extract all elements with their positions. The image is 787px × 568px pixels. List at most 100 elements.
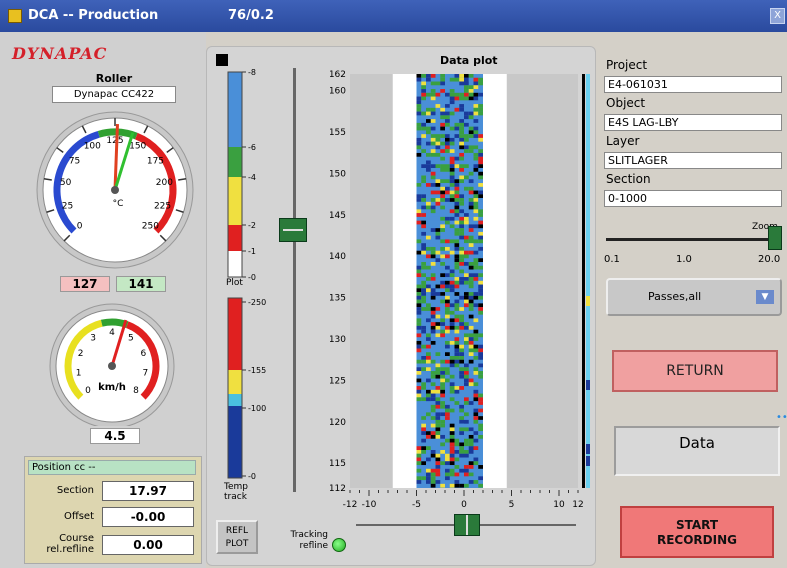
plot-cell [430,340,436,345]
speed-gauge-labels: 01 23 4 56 78 [76,328,148,396]
plot-cell [454,74,460,78]
plot-cell [449,111,455,116]
plot-cell [464,111,469,116]
plot-cell [454,179,460,184]
plot-cell [449,356,455,360]
plot-cell [426,288,431,293]
return-button[interactable]: RETURN [612,350,778,392]
plot-cell [445,416,450,420]
plot-cell [478,427,483,432]
plot-cell [445,134,450,138]
plot-cell [426,476,431,481]
plot-cell [473,480,479,484]
plot-cell [426,160,431,165]
plot-cell [454,262,460,266]
plot-cell [426,389,431,394]
plot-cell [459,337,464,341]
plot-cell [445,295,450,300]
plot-cell [416,213,422,217]
refl-plot-button[interactable]: REFL PLOT [216,520,258,554]
plot-cell [459,224,464,229]
plot-cell [430,81,436,86]
plot-cell [416,269,422,274]
plot-cell [430,107,436,112]
plot-cell [478,423,483,428]
plot-cell [435,134,441,138]
plot-cell [468,431,474,435]
plot-cell [435,152,441,157]
plot-cell [459,250,464,255]
plot-cell [430,216,436,221]
plot-cell [426,359,431,364]
plot-cell [435,284,441,289]
object-label: Object [606,96,646,110]
plot-cell [464,145,469,150]
plot-cell [459,168,464,172]
tracking-indicator[interactable] [332,538,346,552]
plot-cell [454,284,460,289]
plot-cell [454,186,460,191]
plot-cell [421,307,426,311]
passes-select[interactable]: Passes,all ▼ [606,278,782,316]
zoom-slider-track[interactable] [606,238,774,241]
close-icon[interactable]: X [770,8,785,24]
plot-cell [454,303,460,308]
plot-cell [421,85,426,90]
x-tick-label: -10 [362,500,377,510]
plot-cell [426,307,431,311]
plot-cell [454,156,460,161]
plot-cell [426,246,431,251]
plot-cell [459,344,464,349]
plot-cell [464,363,469,368]
plot-cell [430,171,436,176]
plot-cell [426,265,431,270]
plot-cell [459,419,464,424]
horizontal-slider-handle[interactable] [454,514,480,536]
plot-cell [473,269,479,274]
plot-cell [445,265,450,270]
plot-cell [449,175,455,180]
plot-cell [478,149,483,153]
plot-cell [416,292,422,296]
chevron-down-icon[interactable]: ▼ [756,290,774,304]
plot-cell [459,446,464,450]
plot-cell [473,168,479,172]
start-recording-button[interactable]: START RECORDING [620,506,774,558]
plot-cell [440,322,445,326]
plot-cell [426,111,431,116]
plot-cell [454,329,460,334]
plot-cell [416,453,422,458]
plot-cell [421,450,426,454]
temp-tick [56,147,64,153]
plot-cell [445,137,450,142]
plot-cell [426,371,431,375]
plot-cell [445,119,450,123]
section-right-field[interactable]: 0-1000 [604,190,782,207]
zoom-slider-handle[interactable] [768,226,782,250]
plot-cell [464,92,469,97]
plot-cell [478,96,483,101]
plot-cell [430,262,436,266]
plot-cell [454,389,460,394]
plot-cell [435,235,441,240]
vertical-slider-track[interactable] [293,68,296,492]
plot-cell [468,382,474,387]
plot-cell [478,476,483,481]
vertical-slider-handle[interactable] [279,218,307,242]
plot-cell [445,115,450,120]
layer-field[interactable]: SLITLAGER [604,152,782,169]
plot-cell [464,81,469,86]
plot-cell [459,352,464,356]
object-field[interactable]: E4S LAG-LBY [604,114,782,131]
plot-cell [449,325,455,330]
plot-cell [464,450,469,454]
plot-cell [440,434,445,439]
plot-cell [435,453,441,458]
plot-cell [426,92,431,97]
project-field[interactable]: E4-061031 [604,76,782,93]
plot-cell [468,85,474,90]
plot-cell [459,262,464,266]
temp-arc-red [134,132,177,234]
temp-tick [63,234,71,242]
